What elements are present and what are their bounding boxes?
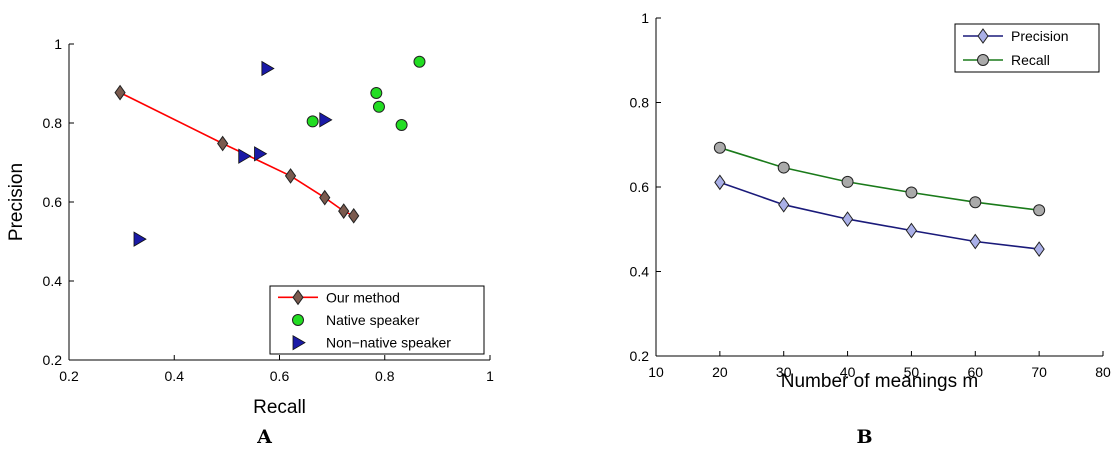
series-native-speaker-point bbox=[395, 118, 408, 131]
series-native-speaker-point bbox=[372, 100, 385, 113]
series-our-method-point bbox=[114, 84, 126, 101]
series-recall-point bbox=[1033, 204, 1046, 217]
series-precision-point bbox=[969, 233, 981, 250]
series-our-method-point bbox=[284, 168, 297, 184]
x-tick-label: 0.4 bbox=[165, 368, 185, 384]
y-tick-label: 0.4 bbox=[630, 264, 650, 280]
series-non-native-speaker-point bbox=[133, 231, 147, 247]
legend-marker bbox=[977, 54, 989, 66]
panel-label: B bbox=[856, 426, 872, 448]
series-our-method-line bbox=[119, 91, 355, 217]
x-tick-label: 0.8 bbox=[375, 368, 395, 384]
series-our-method-point bbox=[319, 189, 331, 206]
series-precision-point bbox=[714, 174, 726, 191]
series-recall-point bbox=[713, 141, 726, 154]
x-tick-label: 40 bbox=[840, 364, 856, 380]
x-axis-label: Recall bbox=[253, 397, 306, 418]
x-tick-label: 10 bbox=[648, 364, 664, 380]
legend-label: Non−native speaker bbox=[326, 335, 451, 351]
x-tick-label: 80 bbox=[1095, 364, 1111, 380]
chart-b: 10 20 30 40 50 60 70 80 0.2 0.4 0.6 0.8 1 Number of m… bbox=[630, 10, 1111, 448]
series-our-method-point bbox=[348, 207, 360, 224]
series-native-speaker-point bbox=[370, 86, 383, 99]
y-tick-label: 0.2 bbox=[43, 352, 63, 368]
series-precision-line bbox=[719, 181, 1040, 250]
x-tick-label: 0.2 bbox=[59, 368, 79, 384]
series-recall-point bbox=[905, 186, 918, 199]
series-native-speaker-point bbox=[306, 115, 319, 128]
series-non-native-speaker-point bbox=[254, 146, 268, 162]
series-our-method-point bbox=[338, 203, 350, 219]
x-tick-label: 50 bbox=[904, 364, 920, 380]
series-recall-line bbox=[719, 146, 1040, 211]
legend-marker bbox=[292, 314, 304, 326]
y-tick-label: 0.2 bbox=[630, 348, 650, 364]
series-recall-point bbox=[777, 161, 790, 174]
y-tick-label: 0.6 bbox=[43, 194, 63, 210]
y-tick-label: 1 bbox=[641, 10, 649, 26]
series-non-native-speaker-point bbox=[238, 148, 252, 164]
y-tick-label: 0.8 bbox=[43, 115, 63, 131]
series-precision-point bbox=[1033, 241, 1045, 257]
series-recall-point bbox=[841, 175, 854, 188]
legend-marker bbox=[977, 28, 989, 44]
series-precision-point bbox=[905, 222, 918, 239]
x-tick-label: 1 bbox=[486, 368, 494, 384]
x-axis-label: Number of meanings m bbox=[781, 371, 978, 392]
y-tick-label: 1 bbox=[54, 36, 62, 52]
y-tick-label: 0.8 bbox=[630, 95, 650, 111]
y-tick-label: 0.4 bbox=[43, 273, 63, 289]
series-native-speaker-point bbox=[413, 55, 426, 68]
series-our-method-point bbox=[217, 135, 229, 152]
panel-label: A bbox=[256, 426, 272, 448]
series-non-native-speaker-point bbox=[319, 112, 333, 128]
x-tick-label: 60 bbox=[967, 364, 983, 380]
series-precision-point bbox=[778, 196, 790, 213]
legend-marker bbox=[292, 289, 304, 306]
x-tick-label: 30 bbox=[776, 364, 792, 380]
legend-label: Our method bbox=[326, 289, 400, 305]
x-tick-label: 20 bbox=[712, 364, 728, 380]
x-tick-label: 70 bbox=[1031, 364, 1047, 380]
chart-a: 0.2 0.4 0.6 0.8 1 0.2 0.4 0.6 0.8 1 Recall Precisio… bbox=[6, 36, 494, 448]
legend-label: Precision bbox=[1011, 28, 1069, 44]
legend-label: Native speaker bbox=[326, 312, 420, 328]
legend-label: Recall bbox=[1011, 52, 1050, 68]
y-axis-label: Precision bbox=[6, 163, 27, 241]
series-recall-point bbox=[969, 196, 982, 209]
legend-marker bbox=[292, 334, 306, 351]
y-tick-label: 0.6 bbox=[630, 179, 650, 195]
series-precision-point bbox=[841, 211, 854, 227]
x-tick-label: 0.6 bbox=[270, 368, 290, 384]
series-non-native-speaker-point bbox=[261, 60, 275, 77]
